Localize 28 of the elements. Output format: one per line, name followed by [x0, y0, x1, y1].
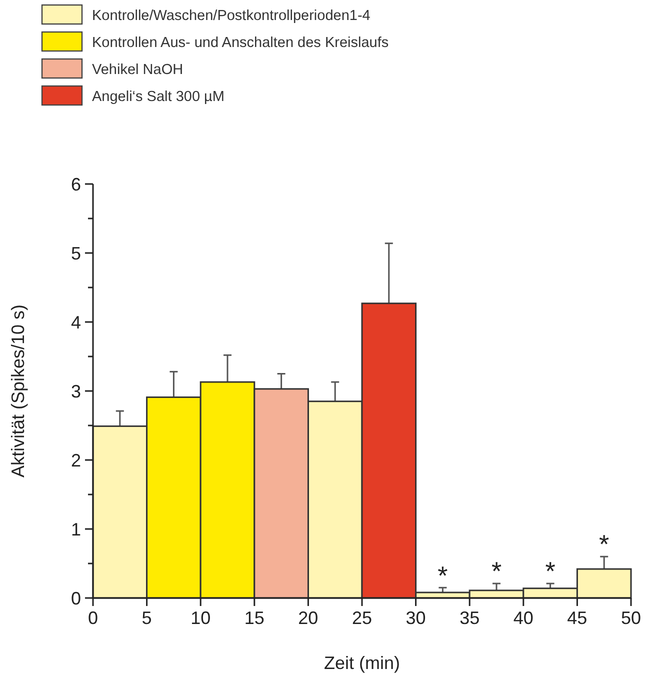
y-tick-label: 6: [70, 174, 81, 194]
x-axis-title: Zeit (min): [324, 653, 400, 673]
x-tick-label: 0: [88, 608, 98, 628]
legend-label: Angeli‘s Salt 300 µM: [92, 89, 224, 105]
y-axis-title: Aktivität (Spikes/10 s): [8, 304, 28, 478]
annotation: *: [438, 560, 448, 590]
y-tick-label: 3: [70, 381, 81, 402]
x-tick-label: 25: [352, 608, 372, 628]
x-tick-label: 15: [244, 608, 264, 628]
x-tick-label: 30: [406, 608, 426, 628]
annotation: *: [491, 556, 502, 586]
y-tick-label: 0: [70, 588, 81, 608]
y-tick-label: 1: [70, 519, 81, 540]
x-tick-label: 20: [298, 608, 318, 628]
y-tick-label: 4: [70, 312, 81, 332]
x-tick-label: 50: [620, 608, 642, 628]
annotation: *: [599, 529, 610, 560]
legend-label: Vehikel NaOH: [92, 62, 184, 78]
legend-label: Kontrolle/Waschen/Postkontrollperioden1-4: [92, 8, 370, 24]
y-tick-label: 2: [70, 450, 81, 470]
y-tick-label: 5: [70, 243, 81, 264]
x-tick-label: 10: [190, 608, 211, 628]
x-tick-label: 40: [513, 608, 534, 628]
x-tick-label: 35: [460, 608, 480, 628]
legend-label: Kontrollen Aus- und Anschalten des Kreislaufs: [92, 35, 389, 51]
x-tick-label: 5: [142, 608, 152, 628]
x-tick-label: 45: [567, 608, 588, 628]
annotation: *: [545, 556, 556, 586]
